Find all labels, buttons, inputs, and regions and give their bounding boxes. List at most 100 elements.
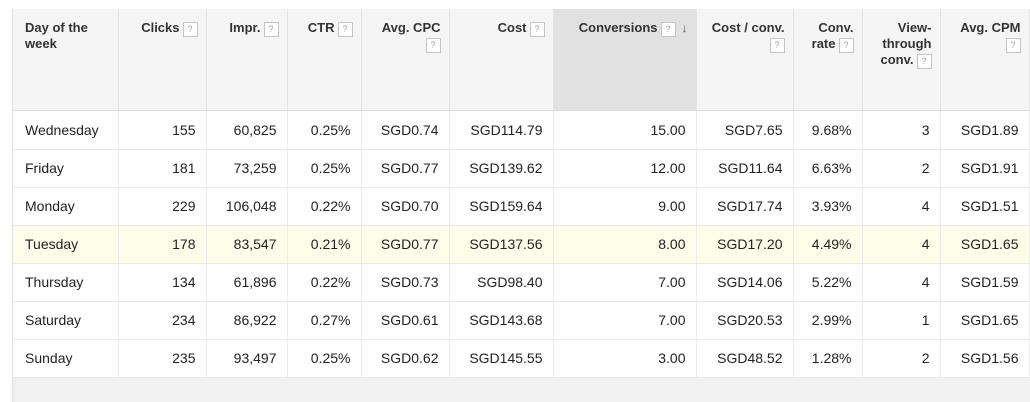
cell-avg-cpc: SGD0.73 [361, 263, 450, 302]
help-icon[interactable]: ? [769, 38, 785, 53]
cell-avg-cpm: SGD1.65 [940, 301, 1030, 340]
cell-view-through: 2 [862, 149, 941, 188]
cell-avg-cpm: SGD1.51 [940, 187, 1030, 226]
cell-avg-cpm: SGD1.59 [940, 263, 1030, 302]
cell-conversions: 7.00 [553, 301, 697, 340]
table-row: Saturday 234 86,922 0.27% SGD0.61 SGD143.68 7.… [13, 301, 1030, 340]
cell-conversions: 15.00 [553, 110, 697, 150]
cell-clicks: 178 [118, 225, 207, 264]
cell-impr: 86,922 [206, 301, 288, 340]
help-icon[interactable]: ? [660, 22, 676, 37]
column-header-label: Conversions [578, 20, 658, 35]
cell-avg-cpc: SGD0.77 [361, 225, 450, 264]
cell-view-through: 2 [862, 339, 941, 378]
cell-clicks: 229 [118, 187, 207, 226]
cell-conv-rate: 3.93% [793, 187, 863, 226]
column-header-cost[interactable]: Cost? [449, 9, 554, 111]
cell-impr: 61,896 [206, 263, 288, 302]
column-header-cost-per-conv[interactable]: Cost / conv.? [696, 9, 794, 111]
cell-impr: 60,825 [206, 110, 288, 150]
help-icon[interactable]: ? [182, 22, 198, 37]
column-header-label: Cost [497, 20, 527, 35]
sort-down-arrow-icon: ↓ [681, 21, 688, 35]
help-icon[interactable]: ? [1005, 38, 1021, 53]
cell-conversions: 7.00 [553, 263, 697, 302]
column-header-label: Avg. CPM [960, 20, 1021, 35]
cell-clicks: 155 [118, 110, 207, 150]
cell-day: Thursday [13, 263, 119, 302]
table-row: Friday 181 73,259 0.25% SGD0.77 SGD139.62 12.0… [13, 149, 1030, 188]
cell-cost-per-conv: SGD11.64 [696, 149, 794, 188]
cell-day: Wednesday [13, 110, 119, 150]
cell-conv-rate: 5.22% [793, 263, 863, 302]
cell-view-through: 4 [862, 263, 941, 302]
cell-clicks: 134 [118, 263, 207, 302]
help-icon[interactable]: ? [838, 38, 854, 53]
cell-cost: SGD159.64 [449, 187, 554, 226]
cell-cost-per-conv: SGD20.53 [696, 301, 794, 340]
cell-day: Friday [13, 149, 119, 188]
cell-cost-per-conv: SGD7.65 [696, 110, 794, 150]
cell-ctr: 0.25% [287, 339, 362, 378]
cell-impr: 73,259 [206, 149, 288, 188]
column-header-label: Clicks [141, 20, 180, 35]
cell-cost-per-conv: SGD17.20 [696, 225, 794, 264]
cell-avg-cpm: SGD1.65 [940, 225, 1030, 264]
column-header-ctr[interactable]: CTR? [287, 9, 362, 111]
column-header-conv-rate[interactable]: Conv. rate? [793, 9, 863, 111]
column-header-day[interactable]: Day of the week [13, 9, 119, 111]
cell-avg-cpc: SGD0.62 [361, 339, 450, 378]
column-header-label: Impr. [229, 20, 261, 35]
table-row: Thursday 134 61,896 0.22% SGD0.73 SGD98.40 7.0… [13, 263, 1030, 302]
column-header-avg-cpc[interactable]: Avg. CPC? [361, 9, 450, 111]
table-header-row: Day of the week Clicks? Impr.? CTR? Avg. CPC… [13, 9, 1030, 111]
help-icon[interactable]: ? [916, 54, 932, 69]
column-header-avg-cpm[interactable]: Avg. CPM? [940, 9, 1030, 111]
column-header-label: Cost / conv. [711, 20, 785, 35]
cell-conv-rate: 4.49% [793, 225, 863, 264]
cell-ctr: 0.22% [287, 263, 362, 302]
cell-conversions: 12.00 [553, 149, 697, 188]
cell-day: Tuesday [13, 225, 119, 264]
cell-conv-rate: 6.63% [793, 149, 863, 188]
cell-conv-rate: 9.68% [793, 110, 863, 150]
cell-day: Sunday [13, 339, 119, 378]
cell-conversions: 8.00 [553, 225, 697, 264]
table-row: Monday 229 106,048 0.22% SGD0.70 SGD159.64 9.0… [13, 187, 1030, 226]
cell-day: Saturday [13, 301, 119, 340]
cell-conversions: 9.00 [553, 187, 697, 226]
cell-ctr: 0.25% [287, 110, 362, 150]
column-header-view-through[interactable]: View-through conv.? [862, 9, 941, 111]
cell-cost: SGD143.68 [449, 301, 554, 340]
cell-ctr: 0.21% [287, 225, 362, 264]
cell-impr: 93,497 [206, 339, 288, 378]
table-row: Tuesday 178 83,547 0.21% SGD0.77 SGD137.56 8.0… [13, 225, 1030, 264]
column-header-label: CTR [307, 20, 335, 35]
column-header-impr[interactable]: Impr.? [206, 9, 288, 111]
cell-avg-cpc: SGD0.61 [361, 301, 450, 340]
help-icon[interactable]: ? [337, 22, 353, 37]
cell-avg-cpm: SGD1.89 [940, 110, 1030, 150]
table-body: Wednesday 155 60,825 0.25% SGD0.74 SGD114.79 1… [13, 110, 1030, 378]
cell-ctr: 0.22% [287, 187, 362, 226]
cell-conversions: 3.00 [553, 339, 697, 378]
cell-cost: SGD114.79 [449, 110, 554, 150]
column-header-label: View-through conv. [880, 20, 932, 67]
cell-avg-cpc: SGD0.74 [361, 110, 450, 150]
cell-clicks: 181 [118, 149, 207, 188]
cell-cost-per-conv: SGD14.06 [696, 263, 794, 302]
cell-cost: SGD145.55 [449, 339, 554, 378]
help-icon[interactable]: ? [529, 22, 545, 37]
cell-day: Monday [13, 187, 119, 226]
cell-avg-cpm: SGD1.91 [940, 149, 1030, 188]
help-icon[interactable]: ? [263, 22, 279, 37]
cell-view-through: 3 [862, 110, 941, 150]
column-header-conversions[interactable]: Conversions? ↓ [553, 9, 697, 111]
column-header-label: Avg. CPC [381, 20, 441, 35]
cell-view-through: 4 [862, 225, 941, 264]
help-icon[interactable]: ? [425, 38, 441, 53]
cell-ctr: 0.25% [287, 149, 362, 188]
table-row: Sunday 235 93,497 0.25% SGD0.62 SGD145.55 3.00… [13, 339, 1030, 378]
column-header-clicks[interactable]: Clicks? [118, 9, 207, 111]
cell-avg-cpm: SGD1.56 [940, 339, 1030, 378]
